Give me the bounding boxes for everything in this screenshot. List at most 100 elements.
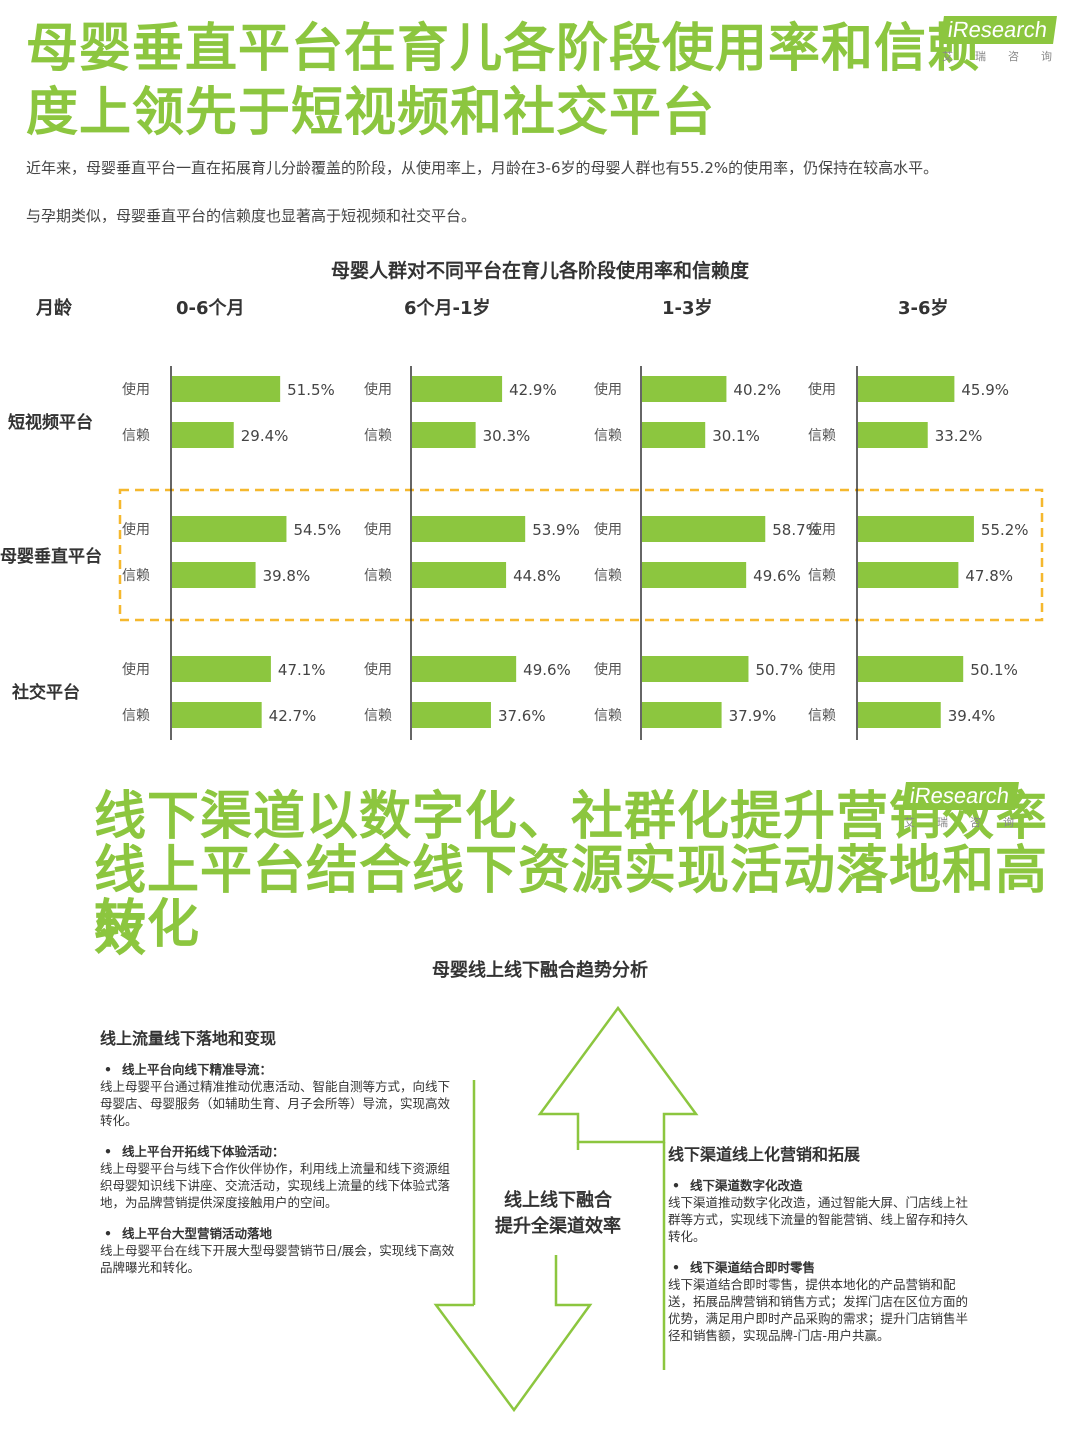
data-label: 54.5% [293, 521, 341, 539]
row-header: 月龄 [36, 298, 72, 319]
metric-label: 使用 [808, 661, 836, 678]
iresearch-logo: iResearch 艾瑞咨询 [940, 16, 1074, 64]
metric-label: 使用 [594, 381, 622, 398]
bar [642, 656, 749, 682]
section2-title-line1: 线下渠道以数字化、社群化提升营销效率 [94, 787, 1049, 847]
data-label: 30.3% [483, 427, 531, 445]
bar [172, 656, 271, 682]
metric-label: 使用 [122, 521, 150, 538]
right-item-title: 线下渠道结合即时零售 [668, 1259, 968, 1276]
bar [858, 422, 928, 448]
platform-label-vertical: 母婴垂直平台 [0, 547, 102, 567]
data-label: 47.8% [965, 567, 1013, 585]
metric-label: 使用 [122, 661, 150, 678]
metric-label: 信赖 [594, 708, 622, 724]
metric-label: 信赖 [808, 428, 836, 444]
bar [172, 516, 287, 542]
bar [412, 562, 507, 588]
data-label: 49.6% [753, 567, 801, 585]
data-label: 49.6% [523, 661, 571, 679]
data-label: 37.9% [729, 707, 777, 725]
bar [172, 376, 281, 402]
metric-label: 信赖 [808, 708, 836, 724]
metric-label: 使用 [808, 521, 836, 538]
data-label: 44.8% [513, 567, 561, 585]
metric-label: 使用 [364, 381, 392, 398]
data-label: 29.4% [241, 427, 289, 445]
bar [172, 702, 262, 728]
center-label-line2: 提升全渠道效率 [495, 1216, 621, 1237]
data-label: 37.6% [498, 707, 546, 725]
left-item-text: 线上母婴平台通过精准推动优惠活动、智能自测等方式，向线下母婴店、母婴服务（如辅助… [100, 1079, 451, 1128]
stage-header-1: 6个月-1岁 [404, 298, 491, 319]
metric-label: 使用 [594, 661, 622, 678]
metric-label: 使用 [364, 521, 392, 538]
stage-header-3: 3-6岁 [898, 298, 949, 319]
metric-label: 使用 [364, 661, 392, 678]
stage-header-2: 1-3岁 [662, 298, 713, 319]
data-label: 40.2% [733, 381, 781, 399]
platform-label-social: 社交平台 [12, 683, 80, 703]
metric-label: 信赖 [594, 428, 622, 444]
center-label: 线上线下融合 提升全渠道效率 [478, 1188, 638, 1240]
stage-header-0: 0-6个月 [176, 298, 245, 319]
data-label: 39.4% [948, 707, 996, 725]
left-item-title: 线上平台大型营销活动落地 [100, 1225, 460, 1242]
logo-sub: 艾瑞咨询 [904, 816, 1036, 829]
down-arrow-icon [433, 1255, 593, 1413]
bar [642, 516, 766, 542]
bar [412, 656, 517, 682]
logo-sub: 艾瑞咨询 [942, 50, 1074, 63]
left-item-text: 线上母婴平台在线下开展大型母婴营销节日/展会，实现线下高效品牌曝光和转化。 [100, 1243, 455, 1275]
section1-title-line1: 母婴垂直平台在育儿各阶段使用率和信赖 [26, 19, 981, 79]
metric-label: 使用 [122, 381, 150, 398]
metric-label: 使用 [594, 521, 622, 538]
up-arrow-icon [537, 1005, 699, 1144]
bar [642, 376, 727, 402]
bar-chart: 使用 51.5% 使用 42.9% 使用 40.2% 使用 45.9% 信赖 29.4% 信赖 30.… [118, 366, 1044, 740]
flow-title: 母婴线上线下融合趋势分析 [432, 960, 648, 981]
section1-desc-line2: 与孕期类似，母婴垂直平台的信赖度也显著高于短视频和社交平台。 [26, 207, 477, 225]
bar [412, 422, 476, 448]
metric-label: 信赖 [122, 568, 150, 584]
data-label: 47.1% [278, 661, 326, 679]
section2-title-line2: 线上平台结合线下资源实现活动落地和高效 [94, 841, 1049, 963]
left-item-2: 线上平台大型营销活动落地 线上母婴平台在线下开展大型母婴营销节日/展会，实现线下… [100, 1225, 460, 1276]
bar [412, 702, 491, 728]
bar [642, 702, 722, 728]
right-panel-heading: 线下渠道线上化营销和拓展 [668, 1145, 861, 1164]
metric-label: 信赖 [594, 568, 622, 584]
data-label: 42.9% [509, 381, 557, 399]
data-label: 53.9% [532, 521, 580, 539]
metric-label: 信赖 [122, 428, 150, 444]
right-item-0: 线下渠道数字化改造 线下渠道推动数字化改造，通过智能大屏、门店线上社群等方式，实… [668, 1177, 968, 1245]
data-label: 50.7% [755, 661, 803, 679]
data-label: 42.7% [269, 707, 317, 725]
chart-title: 母婴人群对不同平台在育儿各阶段使用率和信赖度 [330, 260, 749, 282]
data-label: 30.1% [712, 427, 760, 445]
data-label: 39.8% [263, 567, 311, 585]
data-label: 45.9% [961, 381, 1009, 399]
left-item-1: 线上平台开拓线下体验活动： 线上母婴平台与线下合作伙伴协作，利用线上流量和线下资… [100, 1143, 460, 1211]
metric-label: 信赖 [364, 708, 392, 724]
bar [858, 656, 964, 682]
metric-label: 信赖 [808, 568, 836, 584]
left-item-0: 线上平台向线下精准导流： 线上母婴平台通过精准推动优惠活动、智能自测等方式，向线… [100, 1061, 460, 1129]
right-item-title: 线下渠道数字化改造 [668, 1177, 968, 1194]
metric-label: 使用 [808, 381, 836, 398]
bar [858, 562, 959, 588]
right-item-1: 线下渠道结合即时零售 线下渠道结合即时零售，提供本地化的产品营销和配送，拓展品牌… [668, 1259, 968, 1344]
section1-desc-line1: 近年来，母婴垂直平台一直在拓展育儿分龄覆盖的阶段，从使用率上，月龄在3-6岁的母… [26, 159, 939, 177]
metric-label: 信赖 [364, 428, 392, 444]
platform-label-short-video: 短视频平台 [8, 413, 93, 433]
metric-label: 信赖 [364, 568, 392, 584]
left-item-title: 线上平台开拓线下体验活动： [100, 1143, 460, 1160]
bar [858, 516, 974, 542]
bar [172, 562, 256, 588]
data-label: 58.7% [772, 521, 820, 539]
bar [172, 422, 234, 448]
metric-label: 信赖 [122, 708, 150, 724]
center-label-line1: 线上线下融合 [504, 1190, 612, 1211]
bar [858, 702, 941, 728]
